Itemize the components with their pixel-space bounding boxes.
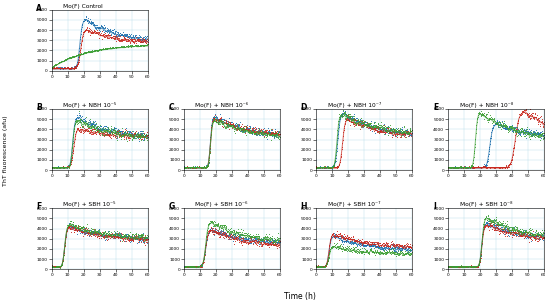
Text: Time (h): Time (h) <box>284 293 316 301</box>
Text: ThT fluorescence (afu): ThT fluorescence (afu) <box>3 115 8 186</box>
Text: Mo(F) + NBH 10⁻⁸: Mo(F) + NBH 10⁻⁸ <box>459 102 513 108</box>
Text: C: C <box>168 103 174 112</box>
Text: Mo(F) + SBH 10⁻⁶: Mo(F) + SBH 10⁻⁶ <box>196 201 248 207</box>
Text: Mo(F) Control: Mo(F) Control <box>63 4 103 8</box>
Text: B: B <box>37 103 42 112</box>
Text: Mo(F) + SBH 10⁻⁵: Mo(F) + SBH 10⁻⁵ <box>63 201 116 207</box>
Text: E: E <box>433 103 438 112</box>
Text: D: D <box>301 103 307 112</box>
Text: G: G <box>168 202 175 211</box>
Text: Mo(F) + SBH 10⁻⁸: Mo(F) + SBH 10⁻⁸ <box>459 201 512 207</box>
Text: F: F <box>37 202 42 211</box>
Text: Mo(F) + NBH 10⁻⁶: Mo(F) + NBH 10⁻⁶ <box>196 102 249 108</box>
Text: H: H <box>301 202 307 211</box>
Text: I: I <box>433 202 435 211</box>
Text: Mo(F) + NBH 10⁻⁵: Mo(F) + NBH 10⁻⁵ <box>63 102 117 108</box>
Text: A: A <box>37 4 43 13</box>
Text: Mo(F) + NBH 10⁻⁷: Mo(F) + NBH 10⁻⁷ <box>328 102 381 108</box>
Text: Mo(F) + SBH 10⁻⁷: Mo(F) + SBH 10⁻⁷ <box>328 201 380 207</box>
